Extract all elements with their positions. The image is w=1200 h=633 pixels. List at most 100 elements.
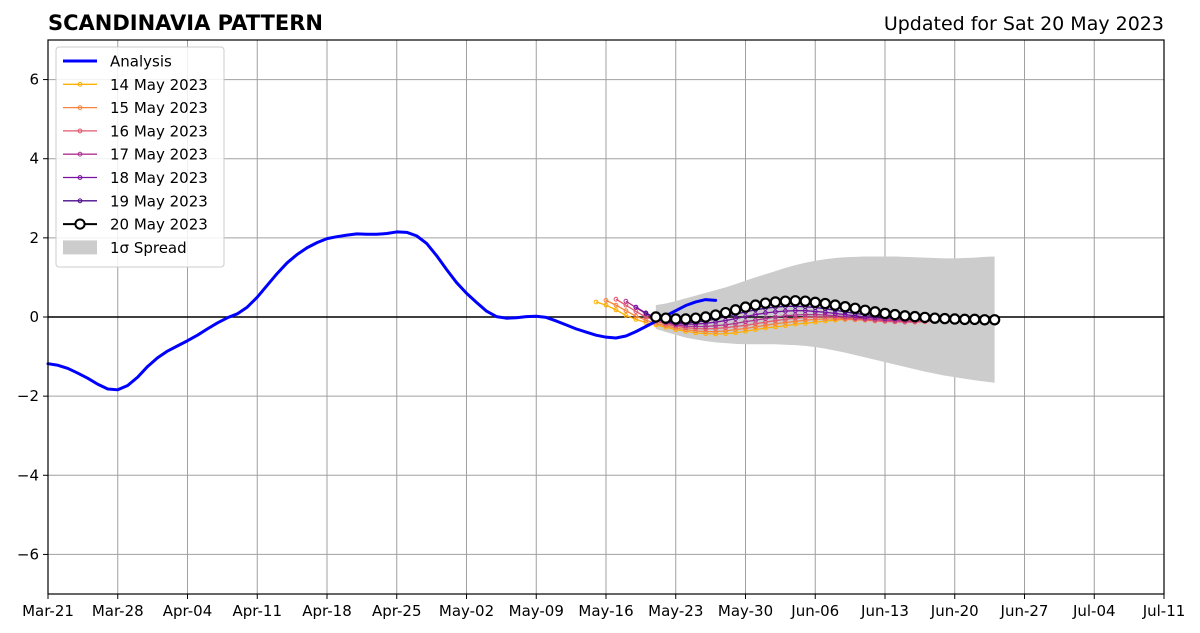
current-forecast-point xyxy=(988,314,1001,326)
forecast-point xyxy=(782,323,788,329)
current-forecast-point xyxy=(670,313,682,325)
legend-swatch-marker xyxy=(77,81,83,87)
forecast-point xyxy=(723,331,728,337)
forecast-point xyxy=(782,313,788,319)
forecast-point xyxy=(743,326,748,331)
current-forecast-point xyxy=(929,312,941,324)
forecast-point xyxy=(802,314,808,320)
current-forecast-point xyxy=(819,297,831,310)
legend-label: 1σ Spread xyxy=(110,239,187,257)
forecast-point xyxy=(812,312,818,318)
legend-label: 19 May 2023 xyxy=(110,192,208,210)
forecast-point xyxy=(613,302,619,308)
forecast-point xyxy=(723,325,728,331)
legend-label: 14 May 2023 xyxy=(110,76,208,94)
forecast-point xyxy=(733,316,738,321)
x-tick-label: May-09 xyxy=(509,602,564,620)
current-forecast-point xyxy=(829,299,841,311)
legend-swatch-marker xyxy=(77,198,83,204)
forecast-point xyxy=(593,299,599,305)
current-forecast-point xyxy=(719,306,732,319)
forecast-point xyxy=(763,316,768,321)
legend-label: 18 May 2023 xyxy=(110,169,208,187)
legend-swatch-spread xyxy=(63,240,97,255)
series-layer xyxy=(46,230,1001,392)
y-tick-label: 6 xyxy=(29,71,39,89)
forecast-point xyxy=(713,329,719,335)
current-forecast-point xyxy=(859,304,871,316)
forecast-point xyxy=(792,318,798,324)
legend-swatch-current-marker xyxy=(74,218,86,230)
x-tick-label: Mar-21 xyxy=(22,602,74,620)
current-forecast-point xyxy=(769,296,782,308)
chart-title: SCANDINAVIA PATTERN xyxy=(48,11,323,35)
forecast-line xyxy=(615,298,935,330)
chart-subtitle: Updated for Sat 20 May 2023 xyxy=(884,13,1164,35)
forecast-point xyxy=(713,326,719,331)
forecast-point xyxy=(782,320,788,325)
y-tick-label: −6 xyxy=(17,545,39,563)
x-tick-label: Jul-11 xyxy=(1142,602,1186,620)
current-forecast-point xyxy=(709,309,722,321)
legend-label: Analysis xyxy=(110,53,172,71)
current-forecast-point xyxy=(799,295,811,307)
plot-frame xyxy=(47,39,1165,595)
y-tick-label: −2 xyxy=(17,387,39,405)
current-forecast-point xyxy=(939,312,951,325)
x-tick-label: Apr-25 xyxy=(372,602,422,620)
current-forecast-point xyxy=(660,312,672,324)
legend-box xyxy=(55,46,225,268)
current-forecast-point xyxy=(839,301,851,313)
forecast-series xyxy=(613,296,938,332)
legend: Analysis 14 May 2023 15 May 2023 16 May 202… xyxy=(55,46,225,268)
forecast-point xyxy=(792,312,798,318)
y-tick-label: 0 xyxy=(29,308,39,326)
y-tick-label: 2 xyxy=(29,229,39,247)
forecast-point xyxy=(802,317,808,323)
forecast-point xyxy=(703,324,709,329)
forecast-point xyxy=(723,328,728,334)
current-forecast-point xyxy=(809,296,821,309)
current-forecast-point xyxy=(779,295,792,307)
forecast-point xyxy=(613,296,619,302)
current-forecast-point xyxy=(789,295,802,307)
current-forecast-point xyxy=(909,310,921,323)
forecast-point xyxy=(753,312,758,318)
x-tick-label: Mar-28 xyxy=(92,602,144,620)
forecast-point xyxy=(782,308,788,314)
forecast-point xyxy=(772,309,778,315)
forecast-point xyxy=(623,298,629,304)
current-forecast-point xyxy=(879,307,891,320)
legend-swatch-marker xyxy=(77,105,83,110)
forecast-point xyxy=(603,297,609,303)
x-tick-label: May-16 xyxy=(578,602,633,620)
current-forecast-point xyxy=(849,302,861,314)
forecast-point xyxy=(763,310,768,316)
forecast-point xyxy=(832,311,838,316)
forecast-point xyxy=(772,314,778,320)
x-tick-label: Jun-06 xyxy=(790,602,839,620)
forecast-point xyxy=(633,304,639,310)
current-forecast-point xyxy=(749,299,762,311)
forecast-point xyxy=(763,322,768,328)
current-forecast-point xyxy=(729,304,742,316)
forecast-point xyxy=(733,330,738,336)
current-forecast-point xyxy=(919,311,931,324)
axis-layer: Mar-21 Mar-28 Apr-04 Apr-11 Apr-18 Apr-25 May-… xyxy=(17,39,1186,620)
forecast-point xyxy=(792,308,798,314)
forecast-point xyxy=(633,316,639,322)
forecast-point xyxy=(743,314,748,320)
x-tick-label: Jun-27 xyxy=(1000,602,1049,620)
forecast-point xyxy=(842,312,848,318)
current-forecast-point xyxy=(968,313,981,326)
current-forecast-point xyxy=(759,297,772,309)
forecast-point xyxy=(723,322,728,328)
legend-label: 16 May 2023 xyxy=(110,122,208,140)
current-forecast-point xyxy=(699,311,712,323)
x-tick-label: May-02 xyxy=(439,602,494,620)
forecast-point xyxy=(772,324,778,330)
x-tick-label: Apr-04 xyxy=(163,602,213,620)
forecast-point xyxy=(812,319,818,325)
